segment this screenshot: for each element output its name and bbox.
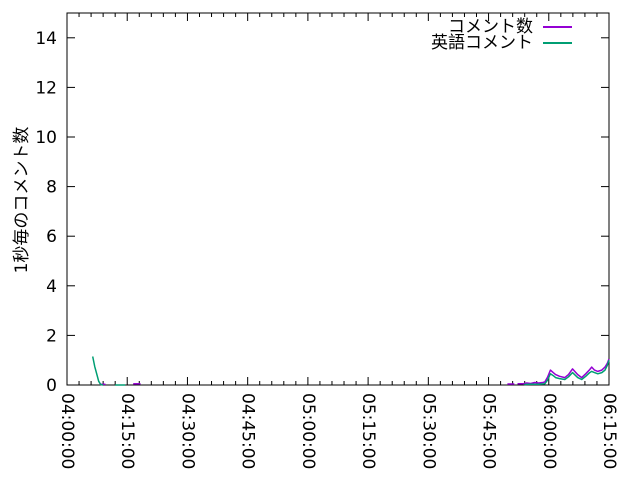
y-tick-label: 0 (46, 376, 57, 396)
y-tick-label: 14 (35, 29, 57, 49)
x-tick-label: 05:30:00 (418, 393, 438, 469)
x-tick-label: 06:15:00 (599, 393, 619, 469)
x-tick-label: 05:45:00 (479, 393, 499, 469)
plot-frame (66, 12, 610, 386)
x-tick-label: 06:00:00 (539, 393, 559, 469)
x-tick-label: 04:00:00 (57, 393, 77, 469)
y-tick-label: 12 (35, 78, 57, 98)
x-tick-label: 04:15:00 (117, 393, 137, 469)
series-line-英語コメント (91, 356, 104, 386)
legend-label-english: 英語コメント (431, 33, 533, 53)
y-axis-label: 1秒毎のコメント数 (12, 126, 32, 274)
y-tick-label: 6 (46, 227, 57, 247)
legend-row-comments: コメント数 (0, 17, 572, 37)
x-tick-label: 05:15:00 (358, 393, 378, 469)
x-tick-label: 05:00:00 (298, 393, 318, 469)
series-line-英語コメント (524, 359, 610, 386)
legend-swatch-comments-line (543, 26, 572, 28)
legend-label-comments: コメント数 (448, 17, 533, 37)
y-tick-label: 2 (46, 326, 57, 346)
legend: コメント数 英語コメント (0, 17, 572, 53)
y-tick-label: 8 (46, 178, 57, 198)
series-line-コメント数 (517, 358, 610, 385)
x-tick-label: 04:45:00 (238, 393, 258, 469)
y-tick-label: 10 (35, 128, 57, 148)
legend-swatch-english-line (543, 42, 572, 44)
y-tick-label: 4 (46, 277, 57, 297)
legend-row-english: 英語コメント (0, 33, 572, 53)
x-tick-label: 04:30:00 (177, 393, 197, 469)
